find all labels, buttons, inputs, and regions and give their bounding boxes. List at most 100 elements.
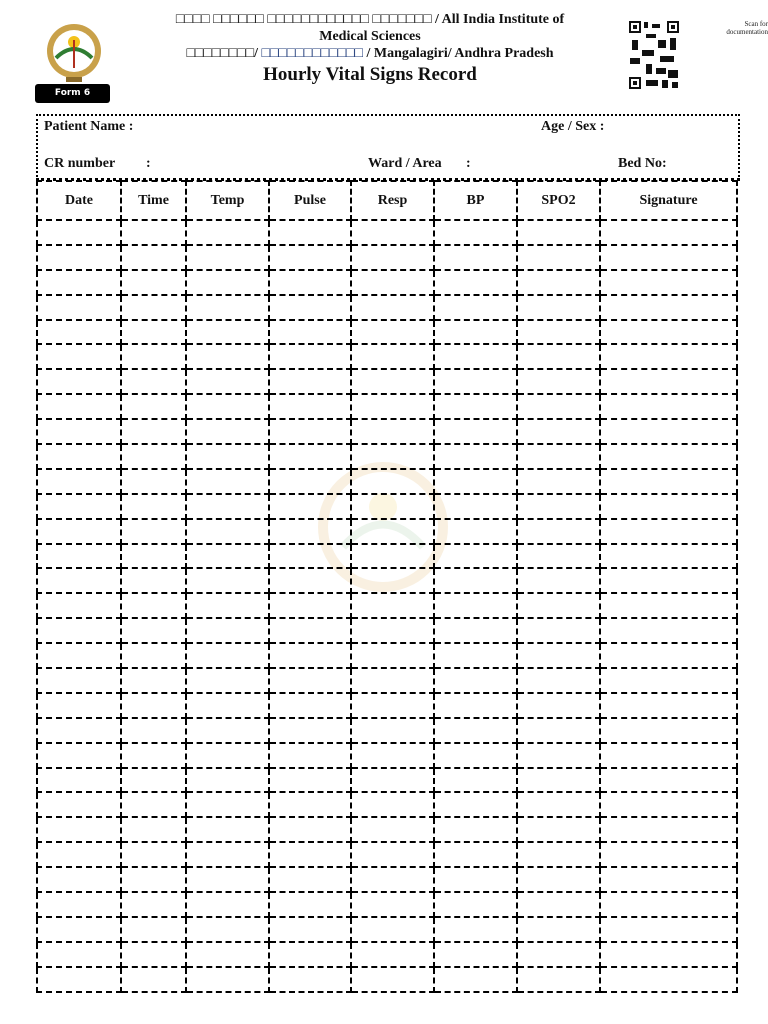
cell-spo2[interactable] <box>516 343 601 371</box>
cell-time[interactable] <box>120 791 187 819</box>
cell-spo2[interactable] <box>516 766 601 794</box>
cell-resp[interactable] <box>350 791 435 819</box>
cell-temp[interactable] <box>185 915 270 943</box>
cell-resp[interactable] <box>350 393 435 421</box>
cell-bp[interactable] <box>433 940 518 968</box>
cell-resp[interactable] <box>350 642 435 670</box>
cell-spo2[interactable] <box>516 866 601 894</box>
cell-spo2[interactable] <box>516 891 601 918</box>
cell-bp[interactable] <box>433 268 518 296</box>
cell-signature[interactable] <box>599 866 738 894</box>
cell-temp[interactable] <box>185 517 270 545</box>
cell-temp[interactable] <box>185 716 270 744</box>
cell-signature[interactable] <box>599 268 738 296</box>
cell-date[interactable] <box>36 492 122 520</box>
cell-signature[interactable] <box>599 940 738 968</box>
cell-resp[interactable] <box>350 866 435 894</box>
cell-date[interactable] <box>36 716 122 744</box>
cell-temp[interactable] <box>185 766 270 794</box>
cell-time[interactable] <box>120 741 187 769</box>
cell-time[interactable] <box>120 617 187 645</box>
cell-bp[interactable] <box>433 243 518 271</box>
cell-date[interactable] <box>36 940 122 968</box>
cell-spo2[interactable] <box>516 691 601 719</box>
cell-temp[interactable] <box>185 816 270 844</box>
cell-signature[interactable] <box>599 542 738 570</box>
cell-time[interactable] <box>120 816 187 844</box>
cell-resp[interactable] <box>350 492 435 520</box>
cell-time[interactable] <box>120 766 187 794</box>
cell-pulse[interactable] <box>268 393 352 421</box>
cell-spo2[interactable] <box>516 492 601 520</box>
cell-date[interactable] <box>36 318 122 346</box>
cell-pulse[interactable] <box>268 642 352 670</box>
cell-signature[interactable] <box>599 293 738 321</box>
cell-bp[interactable] <box>433 965 518 993</box>
cell-bp[interactable] <box>433 915 518 943</box>
cell-pulse[interactable] <box>268 891 352 918</box>
cell-date[interactable] <box>36 891 122 918</box>
cell-spo2[interactable] <box>516 268 601 296</box>
cell-time[interactable] <box>120 940 187 968</box>
cell-resp[interactable] <box>350 268 435 296</box>
cell-signature[interactable] <box>599 716 738 744</box>
cell-bp[interactable] <box>433 691 518 719</box>
cell-bp[interactable] <box>433 368 518 396</box>
cell-signature[interactable] <box>599 841 738 869</box>
cell-temp[interactable] <box>185 741 270 769</box>
cell-signature[interactable] <box>599 467 738 495</box>
cell-spo2[interactable] <box>516 567 601 595</box>
cell-spo2[interactable] <box>516 418 601 446</box>
cell-spo2[interactable] <box>516 915 601 943</box>
cell-temp[interactable] <box>185 841 270 869</box>
cell-time[interactable] <box>120 667 187 694</box>
cell-temp[interactable] <box>185 343 270 371</box>
cell-date[interactable] <box>36 567 122 595</box>
cell-pulse[interactable] <box>268 343 352 371</box>
cell-temp[interactable] <box>185 293 270 321</box>
cell-pulse[interactable] <box>268 567 352 595</box>
cell-resp[interactable] <box>350 841 435 869</box>
cell-bp[interactable] <box>433 617 518 645</box>
cell-bp[interactable] <box>433 841 518 869</box>
cell-bp[interactable] <box>433 816 518 844</box>
cell-signature[interactable] <box>599 517 738 545</box>
cell-bp[interactable] <box>433 866 518 894</box>
cell-resp[interactable] <box>350 443 435 470</box>
cell-time[interactable] <box>120 467 187 495</box>
cell-bp[interactable] <box>433 443 518 470</box>
cell-date[interactable] <box>36 866 122 894</box>
cell-date[interactable] <box>36 219 122 246</box>
cell-spo2[interactable] <box>516 592 601 620</box>
cell-pulse[interactable] <box>268 467 352 495</box>
cell-spo2[interactable] <box>516 243 601 271</box>
cell-signature[interactable] <box>599 418 738 446</box>
cell-date[interactable] <box>36 542 122 570</box>
cell-bp[interactable] <box>433 716 518 744</box>
cell-temp[interactable] <box>185 965 270 993</box>
cell-time[interactable] <box>120 293 187 321</box>
cell-signature[interactable] <box>599 816 738 844</box>
cell-temp[interactable] <box>185 617 270 645</box>
cell-spo2[interactable] <box>516 791 601 819</box>
cell-spo2[interactable] <box>516 517 601 545</box>
cell-spo2[interactable] <box>516 965 601 993</box>
cell-time[interactable] <box>120 268 187 296</box>
cell-signature[interactable] <box>599 891 738 918</box>
cell-resp[interactable] <box>350 318 435 346</box>
cell-resp[interactable] <box>350 542 435 570</box>
cell-date[interactable] <box>36 418 122 446</box>
cell-date[interactable] <box>36 293 122 321</box>
cell-temp[interactable] <box>185 791 270 819</box>
cell-pulse[interactable] <box>268 368 352 396</box>
cell-bp[interactable] <box>433 517 518 545</box>
cell-date[interactable] <box>36 443 122 470</box>
cell-time[interactable] <box>120 866 187 894</box>
cell-pulse[interactable] <box>268 542 352 570</box>
cell-bp[interactable] <box>433 741 518 769</box>
cell-bp[interactable] <box>433 219 518 246</box>
cell-spo2[interactable] <box>516 542 601 570</box>
cell-bp[interactable] <box>433 891 518 918</box>
cell-time[interactable] <box>120 492 187 520</box>
cell-resp[interactable] <box>350 293 435 321</box>
